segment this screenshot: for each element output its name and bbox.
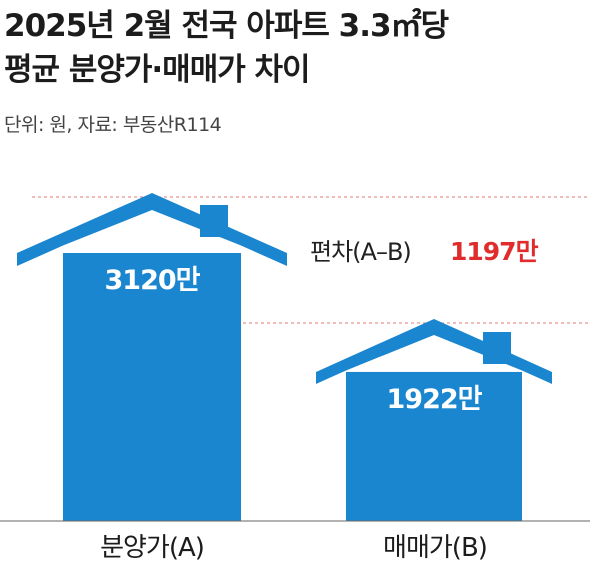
- unit-and-source-note: 단위: 원, 자료: 부동산R114: [4, 114, 222, 136]
- x-tick-label-a: 분양가(A): [100, 533, 205, 563]
- data-label-a: 3120만: [105, 265, 201, 296]
- chart-title-line-1: 2025년 2월 전국 아파트 3.3㎡당: [4, 8, 449, 44]
- difference-label: 편차(A–B): [310, 238, 411, 266]
- chart-title-line-2: 평균 분양가·매매가 차이: [4, 52, 311, 88]
- x-tick-label-b: 매매가(B): [383, 533, 488, 563]
- data-label-b: 1922만: [387, 384, 483, 415]
- bar-a-body: [63, 253, 241, 521]
- roof-b: [316, 318, 552, 384]
- bar-b-body: [346, 371, 522, 521]
- bar-house-a: [17, 193, 287, 521]
- roof-a: [17, 193, 287, 266]
- bar-house-b: [316, 318, 552, 521]
- difference-value: 1197만: [450, 237, 539, 266]
